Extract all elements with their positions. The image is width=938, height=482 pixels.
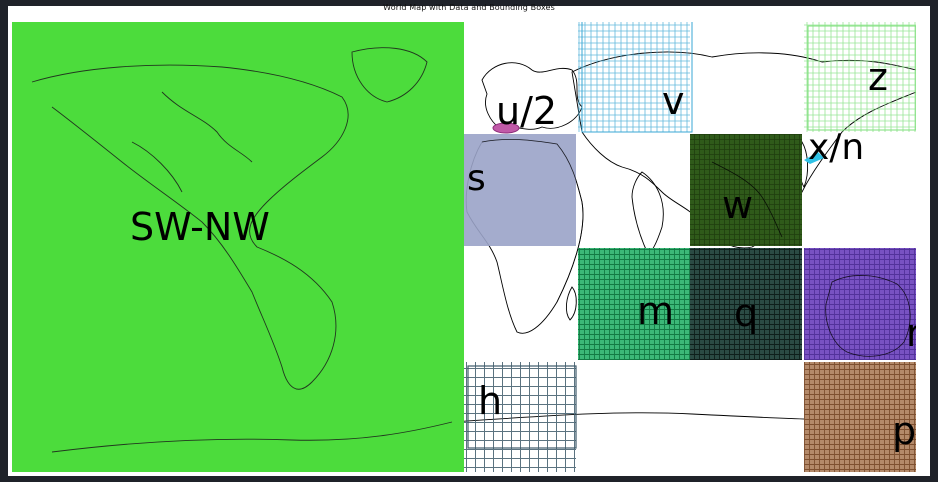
region-xn [804,152,824,164]
region-z [804,22,916,132]
region-m [578,248,690,360]
label-q: q [734,291,759,335]
label-xn: x/n [808,127,865,168]
region-h-outline [467,365,577,449]
region-p [804,362,916,472]
label-z: z [868,55,888,99]
label-sw-nw: SW-NW [130,205,270,249]
region-v-outline [581,22,693,133]
region-q [690,248,802,360]
region-sw-nw [12,22,464,472]
label-h: h [478,379,503,423]
label-s: s [467,158,486,199]
label-w: w [722,183,754,227]
label-u2: u/2 [496,89,558,133]
overlay-outlines [481,139,911,357]
label-r: r [906,311,916,355]
region-v [578,22,690,132]
figure-title: World Map with Data and Bounding Boxes [383,3,555,12]
region-s [464,134,576,246]
label-v: v [662,79,685,123]
americas-outline [31,47,453,453]
region-z-outline [807,25,916,131]
label-p: p [892,409,916,453]
label-m: m [637,289,675,333]
region-w [690,134,802,246]
region-u2 [492,122,520,134]
world-map: SW-NW s u/2 v z x/n w m q r h p [12,22,916,472]
region-h [464,362,576,472]
region-r [804,248,916,360]
map-svg [12,22,916,472]
